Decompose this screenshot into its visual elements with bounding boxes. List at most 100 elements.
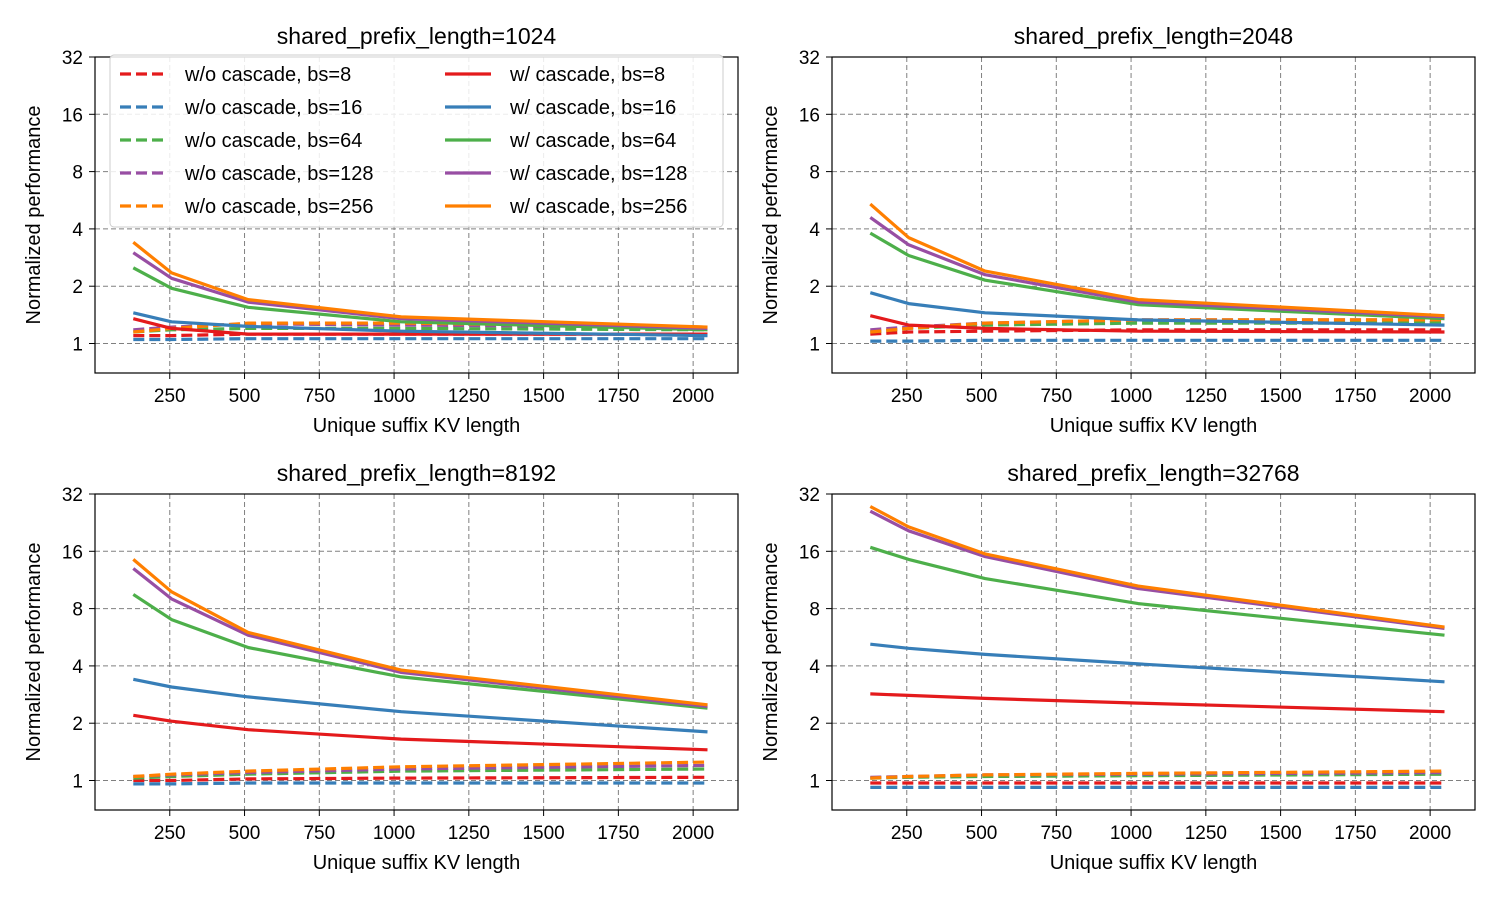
series-line-w-o-cascade-bs-8 [870,328,1445,336]
x-tick-label: 1500 [1259,386,1301,407]
x-tick-label: 250 [154,823,186,844]
series-line-w-o-cascade-bs-16 [133,781,708,786]
series-line-w-cascade-bs-16 [869,291,1445,327]
series-line-w-cascade-bs-64 [132,266,708,332]
series-line-w-cascade-bs-128 [869,216,1445,319]
series-line-w-cascade-bs-8 [133,713,708,752]
x-tick-label: 2000 [672,823,714,844]
x-tick-label: 1250 [1185,823,1227,844]
series-line-w-cascade-bs-64 [869,545,1445,637]
x-tick-label: 1000 [373,823,415,844]
series-line-w-cascade-bs-16 [870,642,1445,684]
series-line-w-o-cascade-bs-256 [133,760,708,779]
series-line-w-cascade-bs-64 [132,593,708,710]
x-tick-label: 1500 [1259,823,1301,844]
x-tick-label: 750 [1040,823,1072,844]
x-tick-label: 1250 [448,386,490,407]
series-line-w-o-cascade-bs-16 [870,338,1445,343]
y-tick-label: 16 [799,542,820,563]
series-line-w-cascade-bs-256 [869,505,1445,629]
legend-label: w/o cascade, bs=64 [184,130,362,152]
x-tick-label: 2000 [1409,823,1451,844]
y-tick-label: 2 [72,277,83,298]
x-tick-label: 2000 [1409,386,1451,407]
x-tick-label: 750 [303,386,335,407]
subplot-4: 250 500 750 1000 1250 1500 1750 2000 1 2 4 8 16 32 sha… [760,460,1476,874]
y-tick-label: 16 [62,542,83,563]
x-tick-label: 1750 [597,823,639,844]
legend-label: w/ cascade, bs=256 [509,196,687,218]
y-tick-label: 4 [809,657,820,678]
y-tick-label: 4 [72,657,83,678]
series-line-w-cascade-bs-256 [132,241,708,329]
x-tick-label: 500 [966,823,998,844]
series-line-w-cascade-bs-8 [869,314,1445,334]
y-tick-label: 2 [809,277,820,298]
x-tick-label: 500 [229,386,261,407]
legend: w/o cascade, bs=8 w/o cascade, bs=16 w/o c… [109,54,724,228]
y-tick-label: 8 [72,600,83,621]
series-line-w-cascade-bs-128 [132,251,708,330]
series-line-w-o-cascade-bs-8 [133,775,708,783]
series-line-w-cascade-bs-64 [869,231,1445,321]
x-axis-label: Unique suffix KV length [1050,415,1258,437]
y-tick-label: 1 [809,335,820,356]
x-tick-label: 1250 [1185,386,1227,407]
y-tick-label: 1 [72,772,83,793]
subplot-title: shared_prefix_length=1024 [277,23,557,49]
x-tick-label: 500 [966,386,998,407]
x-tick-label: 1000 [373,386,415,407]
series-line-w-o-cascade-bs-16 [133,337,708,342]
series-line-w-cascade-bs-256 [132,558,708,707]
x-tick-label: 1750 [597,386,639,407]
x-axis-label: Unique suffix KV length [313,415,521,437]
x-tick-label: 250 [154,386,186,407]
x-tick-label: 1500 [522,823,564,844]
subplot-3: 250 500 750 1000 1250 1500 1750 2000 1 2 4 8 16 32 sha… [23,460,739,874]
x-axis-label: Unique suffix KV length [313,852,521,874]
subplot-2: 250 500 750 1000 1250 1500 1750 2000 1 2 4 8 16 32 sha… [760,23,1476,437]
y-tick-label: 4 [809,220,820,241]
y-axis-label: Normalized performance [23,106,45,325]
series-line-w-cascade-bs-16 [132,311,708,338]
legend-label: w/o cascade, bs=16 [184,97,362,119]
y-tick-label: 2 [72,714,83,735]
y-tick-label: 1 [809,772,820,793]
legend-label: w/ cascade, bs=8 [509,64,665,86]
x-tick-label: 1750 [1334,386,1376,407]
subplot-title: shared_prefix_length=8192 [277,460,556,486]
plot-frame [831,493,1476,811]
y-tick-label: 1 [72,335,83,356]
y-axis-label: Normalized performance [23,543,45,762]
x-tick-label: 250 [891,386,923,407]
x-axis-label: Unique suffix KV length [1050,852,1258,874]
x-tick-label: 250 [891,823,923,844]
legend-label: w/o cascade, bs=8 [184,64,351,86]
y-axis-label: Normalized performance [760,106,782,325]
series-line-w-o-cascade-bs-256 [870,318,1445,334]
series-line-w-o-cascade-bs-256 [870,769,1445,780]
x-tick-label: 750 [303,823,335,844]
x-tick-label: 1250 [448,823,490,844]
x-tick-label: 2000 [672,386,714,407]
subplot-title: shared_prefix_length=2048 [1014,23,1293,49]
y-tick-label: 8 [72,163,83,184]
legend-label: w/o cascade, bs=256 [184,196,373,218]
series-line-w-cascade-bs-128 [869,509,1445,630]
y-tick-label: 32 [62,485,83,506]
series-line-w-cascade-bs-16 [132,677,708,734]
subplot-title: shared_prefix_length=32768 [1007,460,1299,486]
subplot-1: 250 500 750 1000 1250 1500 1750 2000 1 2 4 8 16 32 sha… [23,23,739,437]
x-tick-label: 1500 [522,386,564,407]
x-tick-label: 1000 [1110,386,1152,407]
y-axis-label: Normalized performance [760,543,782,762]
legend-label: w/ cascade, bs=64 [509,130,676,152]
y-tick-label: 2 [809,714,820,735]
legend-label: w/ cascade, bs=128 [509,163,687,185]
legend-label: w/ cascade, bs=16 [509,97,676,119]
y-tick-label: 32 [799,48,820,69]
series-line-w-cascade-bs-128 [132,567,708,708]
y-tick-label: 4 [72,220,83,241]
